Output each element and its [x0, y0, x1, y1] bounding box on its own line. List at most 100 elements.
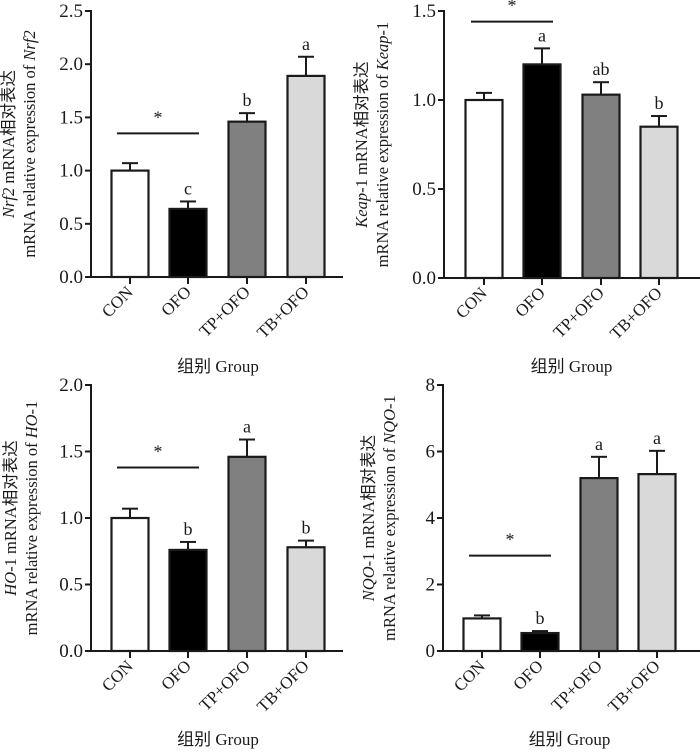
- y-axis-label-gene: NQO: [359, 566, 378, 602]
- x-axis-label: 组别 Group: [529, 730, 611, 749]
- y-tick-label: 1.0: [59, 508, 83, 529]
- y-axis-label-line1: Keap-1 mRNA相对表达: [352, 61, 371, 228]
- y-axis-label-gene: Keap: [352, 193, 371, 229]
- y-tick-label: 6: [426, 442, 436, 463]
- y-axis-label-gene: HO: [22, 414, 41, 439]
- x-tick-label: CON: [452, 283, 491, 322]
- significance-letter: ab: [593, 59, 610, 79]
- y-tick-label: 1.0: [412, 90, 436, 111]
- x-axis-label: 组别 Group: [177, 357, 259, 376]
- y-tick-label: 0.5: [59, 214, 83, 235]
- x-tick-label: CON: [98, 282, 137, 321]
- x-axis-label: 组别 Group: [531, 357, 613, 376]
- x-tick-label: OFO: [157, 656, 194, 693]
- significance-letter: a: [243, 417, 251, 437]
- significance-star: *: [508, 0, 517, 16]
- x-tick-label: CON: [450, 656, 489, 695]
- x-tick-label: OFO: [157, 282, 194, 319]
- significance-star: *: [154, 107, 163, 127]
- significance-star: *: [154, 441, 163, 461]
- y-axis-label-line2: mRNA relative expression of Nrf2: [20, 30, 39, 257]
- x-tick-label: TP+OFO: [196, 656, 254, 714]
- y-tick-label: 2.5: [59, 1, 83, 22]
- y-axis-label-line1: HO-1 mRNA相对表达: [1, 440, 20, 596]
- y-axis-label-gene: HO: [1, 572, 20, 597]
- y-tick-label: 4: [426, 508, 436, 529]
- y-axis-label-suffix: -1: [22, 401, 41, 415]
- y-tick-label: 0.0: [412, 268, 436, 289]
- bar-tb-ofo: [639, 125, 679, 280]
- bar-tb-ofo: [286, 74, 326, 279]
- significance-letter: b: [184, 519, 193, 539]
- y-tick-label: 2.0: [59, 375, 83, 396]
- x-tick-label: OFO: [509, 656, 546, 693]
- bar-ofo: [168, 548, 208, 653]
- bar-tp-ofo: [227, 455, 267, 653]
- y-axis-label-line2: mRNA relative expression of HO-1: [22, 401, 41, 636]
- bar-tp-ofo: [581, 93, 621, 280]
- bar-tp-ofo: [227, 120, 267, 279]
- significance-star: *: [506, 530, 515, 550]
- x-tick-label: TP+OFO: [196, 282, 254, 340]
- y-axis-label-chinese: -1 mRNA相对表达: [352, 61, 371, 193]
- bar-con: [464, 98, 504, 280]
- significance-letter: b: [302, 518, 311, 538]
- bar-tp-ofo: [579, 477, 619, 653]
- significance-letter: b: [243, 90, 252, 110]
- y-tick-label: 8: [426, 375, 436, 396]
- bar-ofo: [168, 207, 208, 279]
- bar-ofo: [520, 631, 560, 653]
- chart-panel-top-left: c b a 0.0 0.5 1.0 1.5 2.0 2.5 CON OFO TP+OFO TB+OFO *…: [0, 1, 343, 376]
- y-tick-label: 1.5: [412, 1, 436, 22]
- x-axis-label: 组别 Group: [177, 730, 259, 749]
- x-tick-label: TP+OFO: [550, 283, 608, 341]
- x-tick-label: OFO: [511, 283, 548, 320]
- x-tick-label: TB+OFO: [253, 656, 313, 716]
- y-tick-label: 0.5: [412, 179, 436, 200]
- bar-ofo: [522, 63, 562, 280]
- significance-letter: b: [536, 608, 545, 628]
- y-tick-label: 0.5: [59, 575, 83, 596]
- significance-letter: a: [302, 34, 310, 54]
- x-tick-label: TB+OFO: [604, 656, 664, 716]
- y-tick-label: 2.0: [59, 54, 83, 75]
- y-axis-label-chinese: -1 mRNA相对表达: [359, 435, 378, 567]
- y-tick-label: 0: [426, 641, 436, 662]
- bar-tb-ofo: [637, 473, 677, 653]
- bar-con: [110, 516, 150, 653]
- y-axis-label-line1: Nrf2 mRNA相对表达: [0, 70, 18, 219]
- y-axis-label-chinese: -1 mRNA相对表达: [1, 440, 20, 572]
- y-axis-label-chinese: mRNA相对表达: [0, 70, 18, 188]
- y-axis-label-gene: Keap: [373, 35, 392, 71]
- y-tick-label: 1.5: [59, 442, 83, 463]
- y-axis-label-gene: NQO: [380, 409, 399, 445]
- y-axis-label-gene: Nrf2: [0, 188, 18, 219]
- bar-con: [462, 617, 502, 653]
- y-axis-label-line2: mRNA relative expression of NQO-1: [380, 395, 399, 641]
- x-tick-label: TB+OFO: [606, 283, 666, 343]
- y-tick-label: 1.5: [59, 107, 83, 128]
- significance-letter: c: [184, 178, 192, 198]
- y-tick-label: 0.0: [59, 267, 83, 288]
- x-tick-label: CON: [98, 656, 137, 695]
- significance-letter: a: [653, 428, 661, 448]
- y-axis-label-english: mRNA relative expression of: [22, 438, 41, 635]
- significance-letter: b: [655, 93, 664, 113]
- y-axis-label-gene: Nrf2: [20, 30, 39, 61]
- x-tick-label: TP+OFO: [548, 656, 606, 714]
- y-axis-label-line1: NQO-1 mRNA相对表达: [359, 435, 378, 602]
- y-tick-label: 2: [426, 575, 436, 596]
- y-axis-label-english: mRNA relative expression of: [373, 70, 392, 267]
- y-axis-label-suffix: -1: [380, 395, 399, 409]
- significance-letter: a: [595, 434, 603, 454]
- y-axis-label-english: mRNA relative expression of: [380, 444, 399, 641]
- bar-tb-ofo: [286, 546, 326, 653]
- y-axis-label-suffix: -1: [373, 22, 392, 36]
- y-axis-label-english: mRNA relative expression of: [20, 61, 39, 258]
- bar-con: [110, 169, 150, 279]
- y-axis-label-line2: mRNA relative expression of Keap-1: [373, 22, 392, 268]
